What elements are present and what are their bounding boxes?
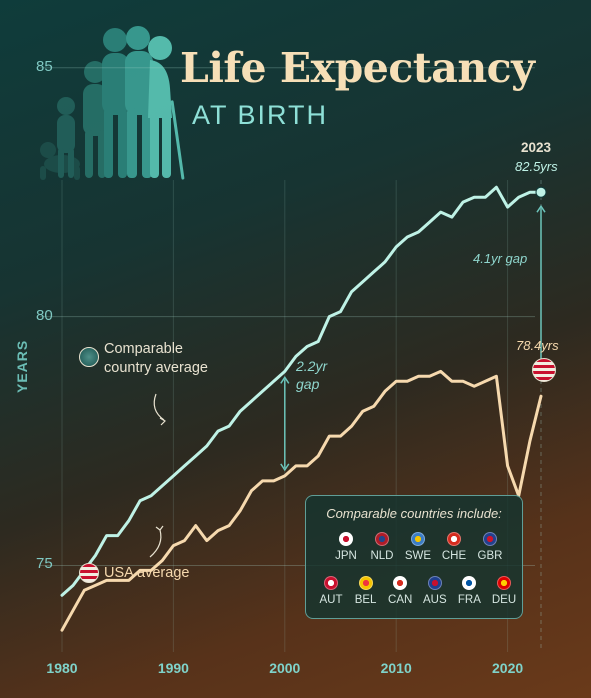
legend-country-deu: DEU <box>484 576 524 606</box>
legend-country-fra: FRA <box>449 576 489 606</box>
country-code: FRA <box>457 594 481 606</box>
legend-country-jpn: JPN <box>326 532 366 562</box>
end-value-comparable: 82.5yrs <box>515 159 558 174</box>
country-code: DEU <box>491 594 517 606</box>
year-2023-label: 2023 <box>521 140 552 155</box>
flag-icon <box>393 576 408 590</box>
legend-country-swe: SWE <box>398 532 438 562</box>
country-code: CAN <box>388 594 413 606</box>
y-tick-label-80: 80 <box>36 306 53 324</box>
legend-country-aut: AUT <box>311 576 351 606</box>
legend-country-aus: AUS <box>415 576 455 606</box>
series-line-0 <box>60 185 543 597</box>
gap-2000-label-line2: gap <box>296 376 320 392</box>
flag-icon <box>427 576 442 590</box>
comparable-series-label: Comparable country average <box>104 341 208 376</box>
flag-icon <box>462 576 477 590</box>
people-silhouette-icon <box>40 26 185 180</box>
legend-box: Comparable countries include: JPN NLD SWE C… <box>305 495 523 619</box>
flag-icon <box>358 576 373 590</box>
legend-country-bel: BEL <box>346 576 386 606</box>
x-tick-label-1990: 1990 <box>157 660 189 676</box>
grid-lines <box>40 67 542 652</box>
country-code: BEL <box>354 594 377 606</box>
y-tick-label-85: 85 <box>36 57 53 75</box>
y-axis-title: YEARS <box>14 339 30 393</box>
x-tick-label-2000: 2000 <box>269 660 301 676</box>
flag-icon <box>447 532 461 546</box>
country-code: NLD <box>370 550 394 562</box>
flag-icon <box>497 576 511 590</box>
chart-subtitle: AT BIRTH <box>192 100 329 130</box>
flag-icon <box>339 532 353 546</box>
legend-country-can: CAN <box>380 576 420 606</box>
x-tick-label-2020: 2020 <box>492 660 524 676</box>
country-code: AUS <box>422 594 447 606</box>
flag-icon <box>324 576 338 590</box>
endpoint-comparable <box>535 186 547 198</box>
y-tick-label-75: 75 <box>36 555 53 573</box>
legend-title: Comparable countries include: <box>326 506 502 521</box>
gap-2023-label: 4.1yr gap <box>473 251 528 266</box>
flag-icon <box>375 532 389 546</box>
globe-icon <box>79 347 99 367</box>
usa-endpoint-flag-icon <box>532 358 556 382</box>
country-code: SWE <box>404 550 432 562</box>
flag-icon <box>411 532 425 546</box>
gap-2000-label-line1: 2.2yr <box>296 358 328 374</box>
label-pointer-arrows <box>149 393 166 558</box>
flag-icon <box>483 532 497 546</box>
country-code: AUT <box>319 594 343 606</box>
country-code: GBR <box>477 550 503 562</box>
end-value-usa: 78.4yrs <box>516 338 559 353</box>
country-code: CHE <box>441 550 467 562</box>
series-lines <box>60 185 543 632</box>
country-code: JPN <box>335 550 357 562</box>
end-points <box>535 186 547 198</box>
usa-series-label: USA average <box>104 565 190 581</box>
x-tick-label-2010: 2010 <box>380 660 412 676</box>
series-line-1 <box>60 369 543 632</box>
chart-title: Life Expectancy <box>180 44 535 92</box>
gap-arrow-2000 <box>280 376 290 472</box>
legend-country-che: CHE <box>434 532 474 562</box>
x-tick-label-1980: 1980 <box>46 660 78 676</box>
legend-country-gbr: GBR <box>470 532 510 562</box>
usa-flag-icon <box>79 563 99 583</box>
legend-country-nld: NLD <box>362 532 402 562</box>
